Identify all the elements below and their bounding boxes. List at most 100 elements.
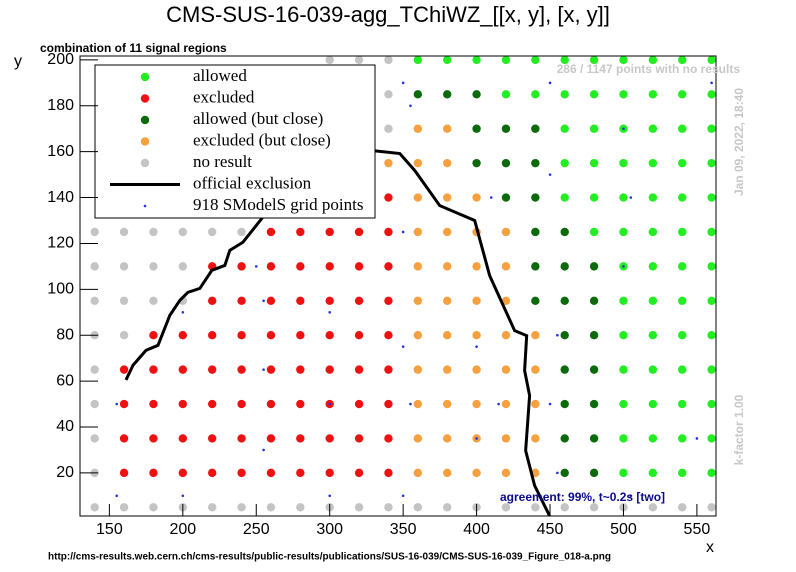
data-point bbox=[619, 227, 628, 237]
data-point bbox=[296, 331, 305, 340]
data-point bbox=[119, 434, 129, 443]
legend-marker bbox=[140, 72, 150, 82]
data-point bbox=[325, 365, 334, 374]
data-point bbox=[619, 296, 628, 305]
data-point bbox=[413, 90, 423, 99]
data-point bbox=[695, 437, 699, 440]
data-point bbox=[237, 434, 246, 443]
legend-label: allowed (but close) bbox=[193, 109, 323, 128]
data-point bbox=[589, 331, 599, 340]
data-point bbox=[707, 468, 716, 478]
data-point bbox=[531, 90, 540, 99]
data-point bbox=[560, 503, 569, 512]
data-point bbox=[296, 262, 305, 271]
y-tick-label: 40 bbox=[56, 418, 74, 435]
data-point bbox=[178, 365, 188, 374]
data-point bbox=[119, 296, 129, 305]
kfactor-note: k-factor 1.00 bbox=[732, 394, 746, 465]
data-point bbox=[207, 227, 217, 237]
data-point bbox=[443, 227, 452, 237]
data-point bbox=[531, 262, 540, 271]
data-point bbox=[119, 227, 129, 237]
data-point bbox=[354, 503, 364, 512]
date-note: Jan 09, 2022, 18:40 bbox=[732, 88, 746, 196]
data-point bbox=[181, 494, 185, 498]
data-point bbox=[531, 399, 540, 409]
legend-marker bbox=[140, 94, 150, 103]
data-point bbox=[556, 333, 559, 337]
data-point bbox=[354, 399, 364, 409]
y-tick-label: 100 bbox=[47, 281, 74, 298]
data-point bbox=[354, 262, 364, 271]
agreement-note: agreement: 99%, t~0.2s [two] bbox=[500, 490, 665, 504]
data-point bbox=[648, 262, 658, 271]
data-point bbox=[237, 296, 246, 305]
data-point bbox=[354, 468, 364, 478]
data-point bbox=[354, 55, 364, 65]
data-point bbox=[266, 296, 276, 305]
data-point bbox=[115, 402, 119, 406]
data-point bbox=[707, 434, 716, 443]
data-point bbox=[237, 331, 246, 340]
data-point bbox=[443, 55, 452, 65]
legend-marker bbox=[143, 204, 147, 208]
data-point bbox=[401, 81, 405, 85]
data-point bbox=[384, 296, 393, 305]
data-point bbox=[531, 434, 540, 443]
data-point bbox=[648, 55, 658, 65]
data-point bbox=[589, 262, 599, 271]
y-tick-label: 160 bbox=[47, 143, 74, 160]
data-point bbox=[589, 227, 599, 237]
data-point bbox=[472, 55, 481, 65]
data-point bbox=[413, 365, 423, 374]
data-point bbox=[384, 124, 393, 133]
legend-marker bbox=[140, 137, 150, 146]
data-point bbox=[328, 402, 331, 406]
data-point bbox=[560, 227, 569, 237]
data-point bbox=[413, 468, 423, 478]
x-tick-label: 300 bbox=[316, 521, 343, 538]
data-point bbox=[149, 434, 158, 443]
data-point bbox=[149, 331, 158, 340]
data-point bbox=[384, 399, 393, 409]
plot-area bbox=[90, 55, 716, 517]
data-point bbox=[472, 193, 481, 202]
data-point bbox=[589, 434, 599, 443]
y-tick-label: 200 bbox=[47, 51, 74, 68]
data-point bbox=[678, 90, 687, 99]
y-tick-label: 180 bbox=[47, 97, 74, 114]
data-point bbox=[501, 503, 511, 512]
data-point bbox=[178, 468, 188, 478]
data-point bbox=[90, 262, 99, 271]
legend: allowed excluded allowed (but close) exclud… bbox=[110, 66, 364, 214]
data-point bbox=[119, 331, 129, 340]
data-point bbox=[589, 193, 599, 202]
data-point bbox=[149, 262, 158, 271]
data-point bbox=[531, 227, 540, 237]
data-point bbox=[707, 399, 716, 409]
y-tick-label: 60 bbox=[56, 372, 74, 389]
data-point bbox=[413, 193, 423, 202]
data-point bbox=[443, 434, 452, 443]
data-point bbox=[266, 434, 276, 443]
data-point bbox=[619, 55, 628, 65]
data-point bbox=[678, 399, 687, 409]
data-point bbox=[401, 494, 405, 498]
data-point bbox=[266, 365, 276, 374]
data-point bbox=[325, 296, 334, 305]
data-point bbox=[589, 296, 599, 305]
data-point bbox=[90, 503, 99, 512]
data-point bbox=[560, 124, 569, 133]
data-point bbox=[443, 262, 452, 271]
data-point bbox=[384, 365, 393, 374]
data-point bbox=[119, 399, 129, 409]
data-point bbox=[328, 494, 331, 498]
data-point bbox=[531, 124, 540, 133]
data-point bbox=[619, 365, 628, 374]
data-point bbox=[325, 468, 334, 478]
data-point bbox=[149, 365, 158, 374]
data-point bbox=[648, 227, 658, 237]
y-axis-label: y bbox=[14, 53, 22, 70]
